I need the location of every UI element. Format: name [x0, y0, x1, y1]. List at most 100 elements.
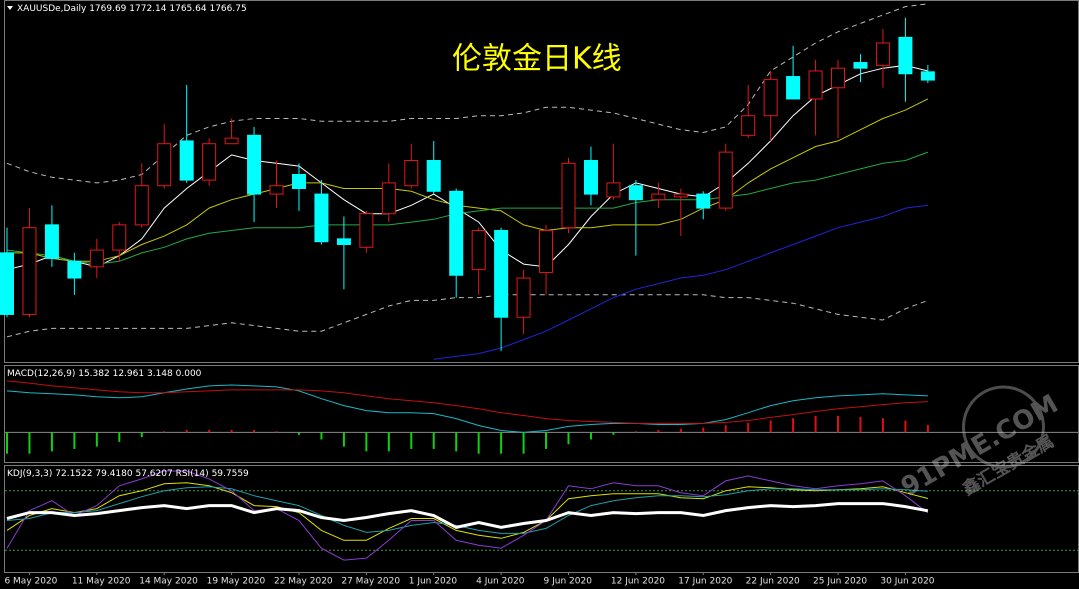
candle-body — [875, 42, 890, 66]
histogram-bar — [724, 425, 727, 433]
candle-body — [179, 140, 194, 181]
histogram-bar — [320, 432, 323, 440]
j-readout: 57.6207 — [135, 469, 172, 479]
oscillator-line — [6, 470, 929, 561]
histogram-bar — [679, 428, 682, 433]
candle-body — [134, 185, 149, 226]
k-readout: 72.1522 — [55, 469, 92, 479]
oscillator-line — [6, 502, 929, 529]
kdj-label: KDJ(9,3,3) — [7, 469, 52, 479]
candle-body — [561, 162, 576, 229]
rsi-label: RSI(14) — [176, 469, 209, 479]
histogram-bar — [28, 432, 31, 454]
histogram-bar — [410, 432, 413, 449]
candle-body — [718, 151, 733, 209]
x-tick-label: 9 Jun 2020 — [544, 577, 593, 587]
candle-body — [741, 115, 756, 136]
candle-body — [516, 277, 531, 318]
menu-arrow[interactable] — [7, 6, 13, 10]
moving-average — [433, 204, 928, 360]
candle-body — [381, 182, 396, 215]
candle-body — [89, 249, 104, 268]
histogram-bar — [118, 432, 121, 442]
histogram-bar — [432, 432, 435, 449]
oscillator-line — [6, 486, 928, 534]
histogram-bar — [297, 432, 300, 435]
rsi-readout: 59.7559 — [212, 469, 249, 479]
candle-body — [336, 238, 351, 245]
histogram-bar — [477, 432, 480, 454]
histogram-bar — [702, 427, 705, 433]
histogram-bar — [50, 432, 53, 452]
histogram-readout: 3.148 — [147, 369, 173, 379]
x-tick-label: 27 May 2020 — [341, 577, 400, 587]
candle-body — [0, 252, 14, 315]
histogram-bar — [365, 432, 368, 452]
histogram-bar — [275, 431, 278, 433]
d-readout: 79.4180 — [95, 469, 132, 479]
x-tick-label: 17 Jun 2020 — [678, 577, 732, 587]
histogram-bar — [747, 422, 750, 433]
candle-body — [426, 160, 441, 192]
macd-label: MACD(12,26,9) — [7, 369, 75, 379]
histogram-bar — [185, 430, 188, 433]
histogram-bar — [230, 430, 233, 433]
candle-body — [628, 185, 643, 201]
histogram-bar — [859, 416, 862, 433]
histogram-bar — [208, 430, 211, 433]
histogram-bar — [387, 432, 390, 452]
candle-body — [539, 229, 554, 273]
histogram-bar — [6, 432, 8, 454]
candle-body — [67, 260, 82, 279]
candle-body — [449, 190, 464, 276]
histogram-bar — [73, 432, 76, 449]
macd-header: MACD(12,26,9) 15.382 12.961 3.148 0.000 — [7, 369, 202, 379]
x-tick-label: 25 Jun 2020 — [813, 577, 867, 587]
histogram-bar — [904, 420, 907, 433]
candle-body — [359, 213, 374, 248]
candle-body — [471, 229, 486, 271]
x-tick-label: 14 May 2020 — [139, 577, 198, 587]
histogram-bar — [814, 415, 817, 433]
candle-body — [494, 229, 509, 318]
candle-body — [808, 70, 823, 100]
histogram-bar — [792, 418, 795, 433]
readout-high: 1772.14 — [129, 4, 166, 14]
histogram-bar — [342, 432, 345, 447]
macd-line — [6, 380, 928, 424]
candle-body — [920, 71, 935, 81]
candle-body — [224, 137, 239, 145]
histogram-bar — [545, 432, 548, 449]
moving-average — [7, 98, 929, 262]
histogram-bar — [657, 430, 660, 433]
histogram-bar — [881, 418, 884, 433]
candle-body — [583, 160, 598, 195]
readout-close: 1766.75 — [209, 4, 246, 14]
oscillator-line — [6, 482, 929, 541]
watermark-ring — [961, 385, 1045, 469]
marks: 6 May 2020 11 May 2020 14 May 2020 19 May 2… — [0, 3, 1078, 587]
moving-average — [6, 64, 929, 271]
histogram-bar — [253, 430, 256, 433]
candle-body — [202, 143, 217, 181]
histogram-bar — [522, 432, 525, 454]
histogram-bar — [567, 432, 570, 445]
x-tick-label: 12 Jun 2020 — [611, 577, 665, 587]
x-tick-label: 11 May 2020 — [72, 577, 131, 587]
moving-average — [6, 151, 929, 265]
candle-body — [269, 185, 284, 195]
histogram-bar — [926, 424, 929, 433]
histogram-bar — [837, 415, 840, 433]
extra-readout: 0.000 — [176, 369, 202, 379]
x-tick-label: 22 Jun 2020 — [746, 577, 800, 587]
x-tick-label: 6 May 2020 — [4, 577, 57, 587]
band-line — [6, 294, 929, 338]
readout-low: 1765.64 — [169, 4, 206, 14]
histogram-bar — [589, 432, 592, 440]
kdj-header: KDJ(9,3,3) 72.1522 79.4180 57.6207 RSI(1… — [7, 469, 249, 479]
histogram-bar — [500, 432, 503, 454]
candle-body — [898, 36, 913, 75]
